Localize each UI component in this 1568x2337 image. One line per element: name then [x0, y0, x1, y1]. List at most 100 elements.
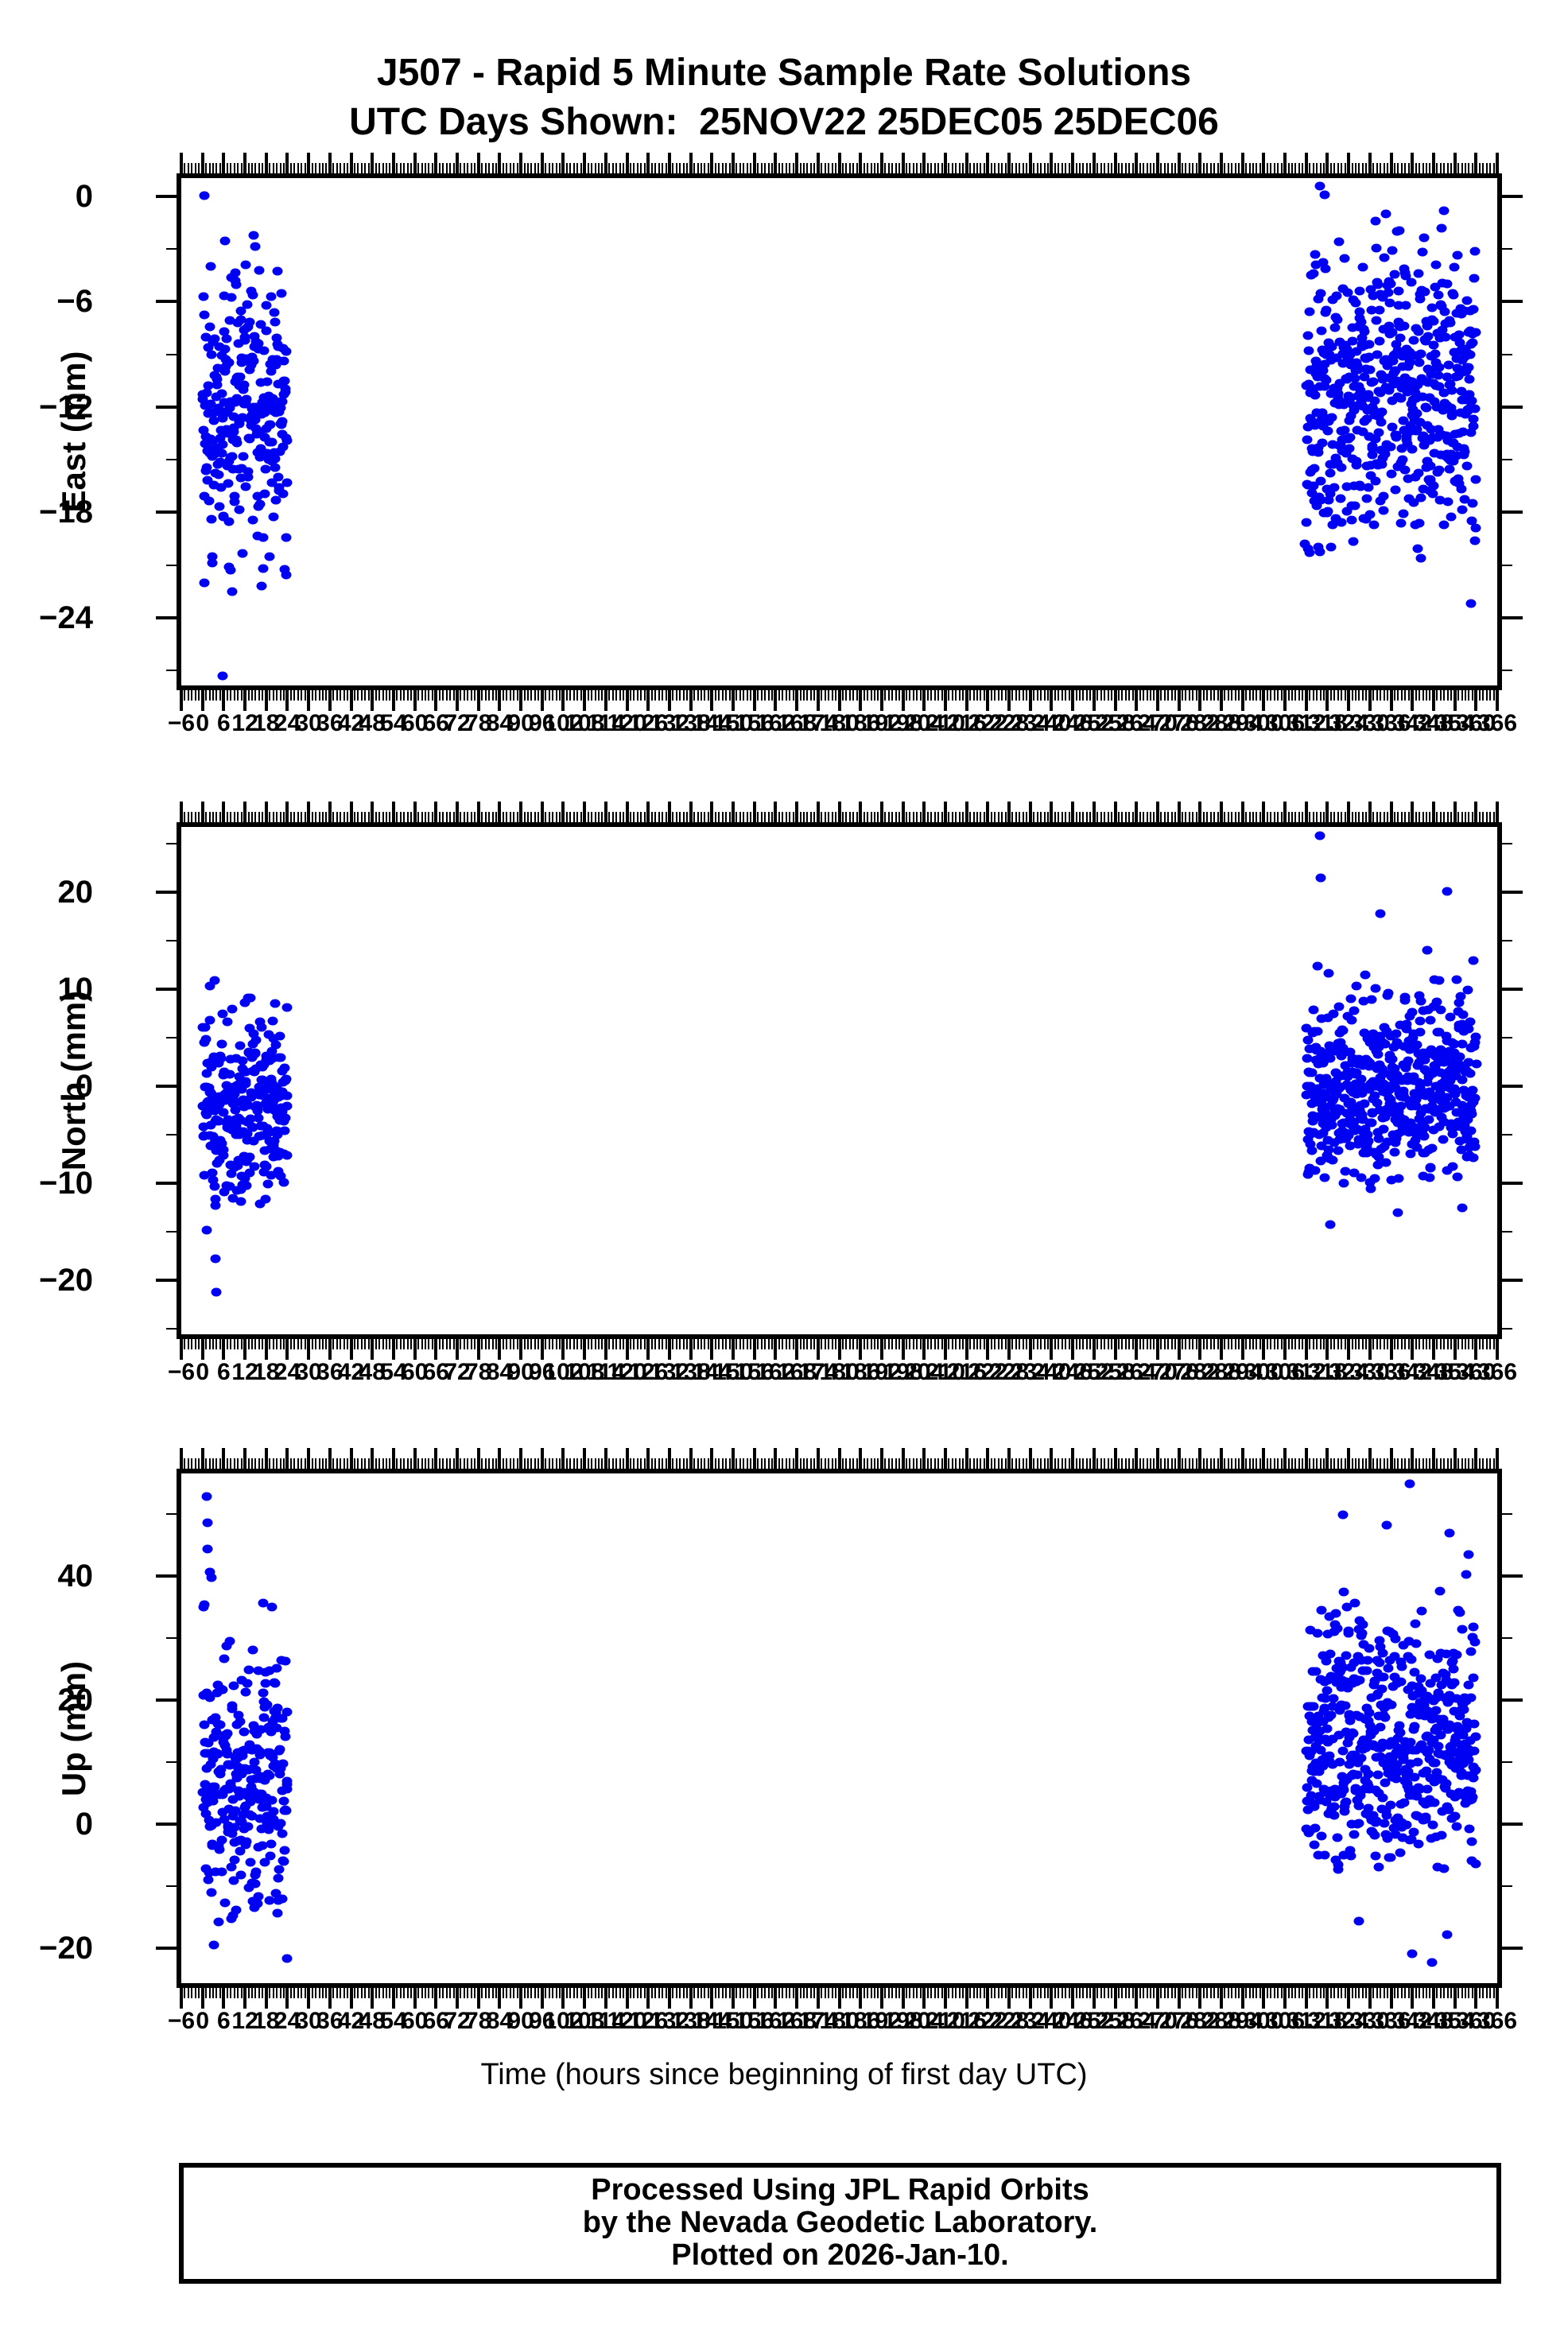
north-xtick-top — [983, 812, 985, 822]
north-xtick-label: 108 — [565, 1359, 605, 1385]
north-data-point — [1360, 1124, 1371, 1134]
up-xtick-top — [1312, 1458, 1314, 1469]
north-data-point — [253, 1113, 264, 1123]
north-xtick-bot — [906, 1339, 908, 1349]
up-data-point — [1361, 1666, 1372, 1675]
north-xtick-top — [1117, 812, 1120, 822]
north-xtick-bot — [1153, 1339, 1155, 1349]
up-xtick-top — [364, 1458, 367, 1469]
up-xtick-top — [1337, 1458, 1339, 1469]
east-xtick-bot — [191, 690, 193, 701]
up-xtick-top — [732, 1448, 735, 1469]
east-xtick-bot — [208, 690, 211, 701]
east-xtick-label: 120 — [607, 710, 647, 736]
up-data-point — [1371, 1816, 1382, 1826]
north-data-point — [234, 1072, 245, 1081]
east-data-point — [1360, 514, 1372, 524]
east-xtick-bot — [198, 690, 200, 701]
east-xtick-top — [1461, 163, 1463, 173]
east-xtick-top — [650, 163, 653, 173]
north-xtick-bot — [1219, 1339, 1223, 1360]
up-data-point — [272, 1703, 283, 1713]
east-xtick-bot — [467, 690, 469, 701]
north-xtick-top — [208, 812, 211, 822]
north-xtick-bot — [1082, 1339, 1085, 1349]
up-xtick-top — [555, 1458, 557, 1469]
east-data-point — [1361, 414, 1372, 424]
up-xtick-bot — [184, 1988, 186, 1998]
east-xtick-top — [233, 163, 235, 173]
east-xtick-top — [506, 163, 508, 173]
up-xtick-top — [534, 1458, 536, 1469]
east-xtick-top — [714, 163, 716, 173]
east-xtick-bot — [240, 690, 243, 701]
north-xtick-bot — [1185, 1339, 1187, 1349]
east-xtick-bot — [707, 690, 709, 701]
up-xtick-bot — [1411, 1988, 1415, 2009]
east-xtick-top — [1185, 163, 1187, 173]
north-xtick-bot — [375, 1339, 377, 1349]
north-xtick-top — [283, 812, 285, 822]
east-xtick-bot — [1124, 690, 1127, 701]
north-xtick-bot — [1383, 1339, 1385, 1349]
north-xtick-bot — [198, 1339, 200, 1349]
east-ytick-right — [1502, 510, 1523, 514]
up-xtick-top — [909, 1458, 911, 1469]
east-xtick-bot — [424, 690, 426, 701]
east-xtick-bot — [1404, 690, 1407, 701]
north-xtick-bot — [926, 1339, 929, 1349]
up-xtick-top — [240, 1458, 243, 1469]
north-data-point — [1411, 1129, 1422, 1139]
east-xtick-bot — [752, 690, 756, 711]
up-data-point — [204, 1567, 215, 1577]
up-data-point — [1337, 1746, 1349, 1756]
up-xtick-bot — [1007, 1988, 1011, 2009]
east-xtick-bot — [728, 690, 731, 701]
up-data-point — [1352, 1770, 1363, 1780]
east-data-point — [216, 351, 227, 360]
north-xtick-bot — [208, 1339, 211, 1349]
east-xtick-top — [1174, 163, 1177, 173]
north-xtick-bot — [707, 1339, 709, 1349]
up-xtick-top — [710, 1448, 714, 1469]
up-xtick-bot — [1054, 1988, 1056, 1998]
up-data-point — [1436, 1680, 1447, 1690]
north-xtick-bot — [1117, 1339, 1120, 1349]
up-xtick-bot — [643, 1988, 646, 1998]
east-data-point — [271, 355, 282, 364]
east-xtick-top — [852, 163, 855, 173]
east-xtick-bot — [391, 690, 395, 711]
north-xtick-top — [1319, 812, 1322, 822]
up-data-point — [1306, 1747, 1317, 1757]
east-data-point — [1415, 493, 1426, 503]
north-data-point — [1465, 1069, 1476, 1078]
east-xtick-top — [675, 163, 677, 173]
east-xtick-top — [545, 163, 547, 173]
east-data-point — [1330, 514, 1341, 523]
east-data-point — [266, 478, 278, 487]
north-xtick-bot — [1404, 1339, 1407, 1349]
up-data-point — [1402, 1779, 1413, 1788]
up-xtick-bot — [675, 1988, 677, 1998]
up-xtick-top — [1387, 1458, 1389, 1469]
east-xtick-top — [689, 153, 693, 173]
north-xtick-bot — [226, 1339, 228, 1349]
east-data-point — [268, 512, 279, 522]
north-xtick-bot — [1022, 1339, 1024, 1349]
north-xtick-bot — [714, 1339, 716, 1349]
north-data-point — [214, 1155, 225, 1165]
north-xtick-top — [526, 812, 529, 822]
up-xtick-top — [848, 1458, 851, 1469]
north-xtick-bot — [495, 1339, 497, 1349]
up-xtick-top — [1376, 1458, 1378, 1469]
east-data-point — [1310, 421, 1321, 430]
up-xtick-bot — [1485, 1988, 1488, 1998]
up-xtick-top — [247, 1458, 250, 1469]
east-xtick-bot — [1128, 690, 1131, 701]
up-data-point — [270, 1759, 281, 1768]
east-xtick-label: 342 — [1392, 710, 1433, 736]
east-xtick-bot — [1107, 690, 1109, 701]
up-xtick-top — [1429, 1458, 1431, 1469]
east-ytick-right — [1502, 615, 1523, 619]
east-xtick-bot — [1280, 690, 1283, 701]
